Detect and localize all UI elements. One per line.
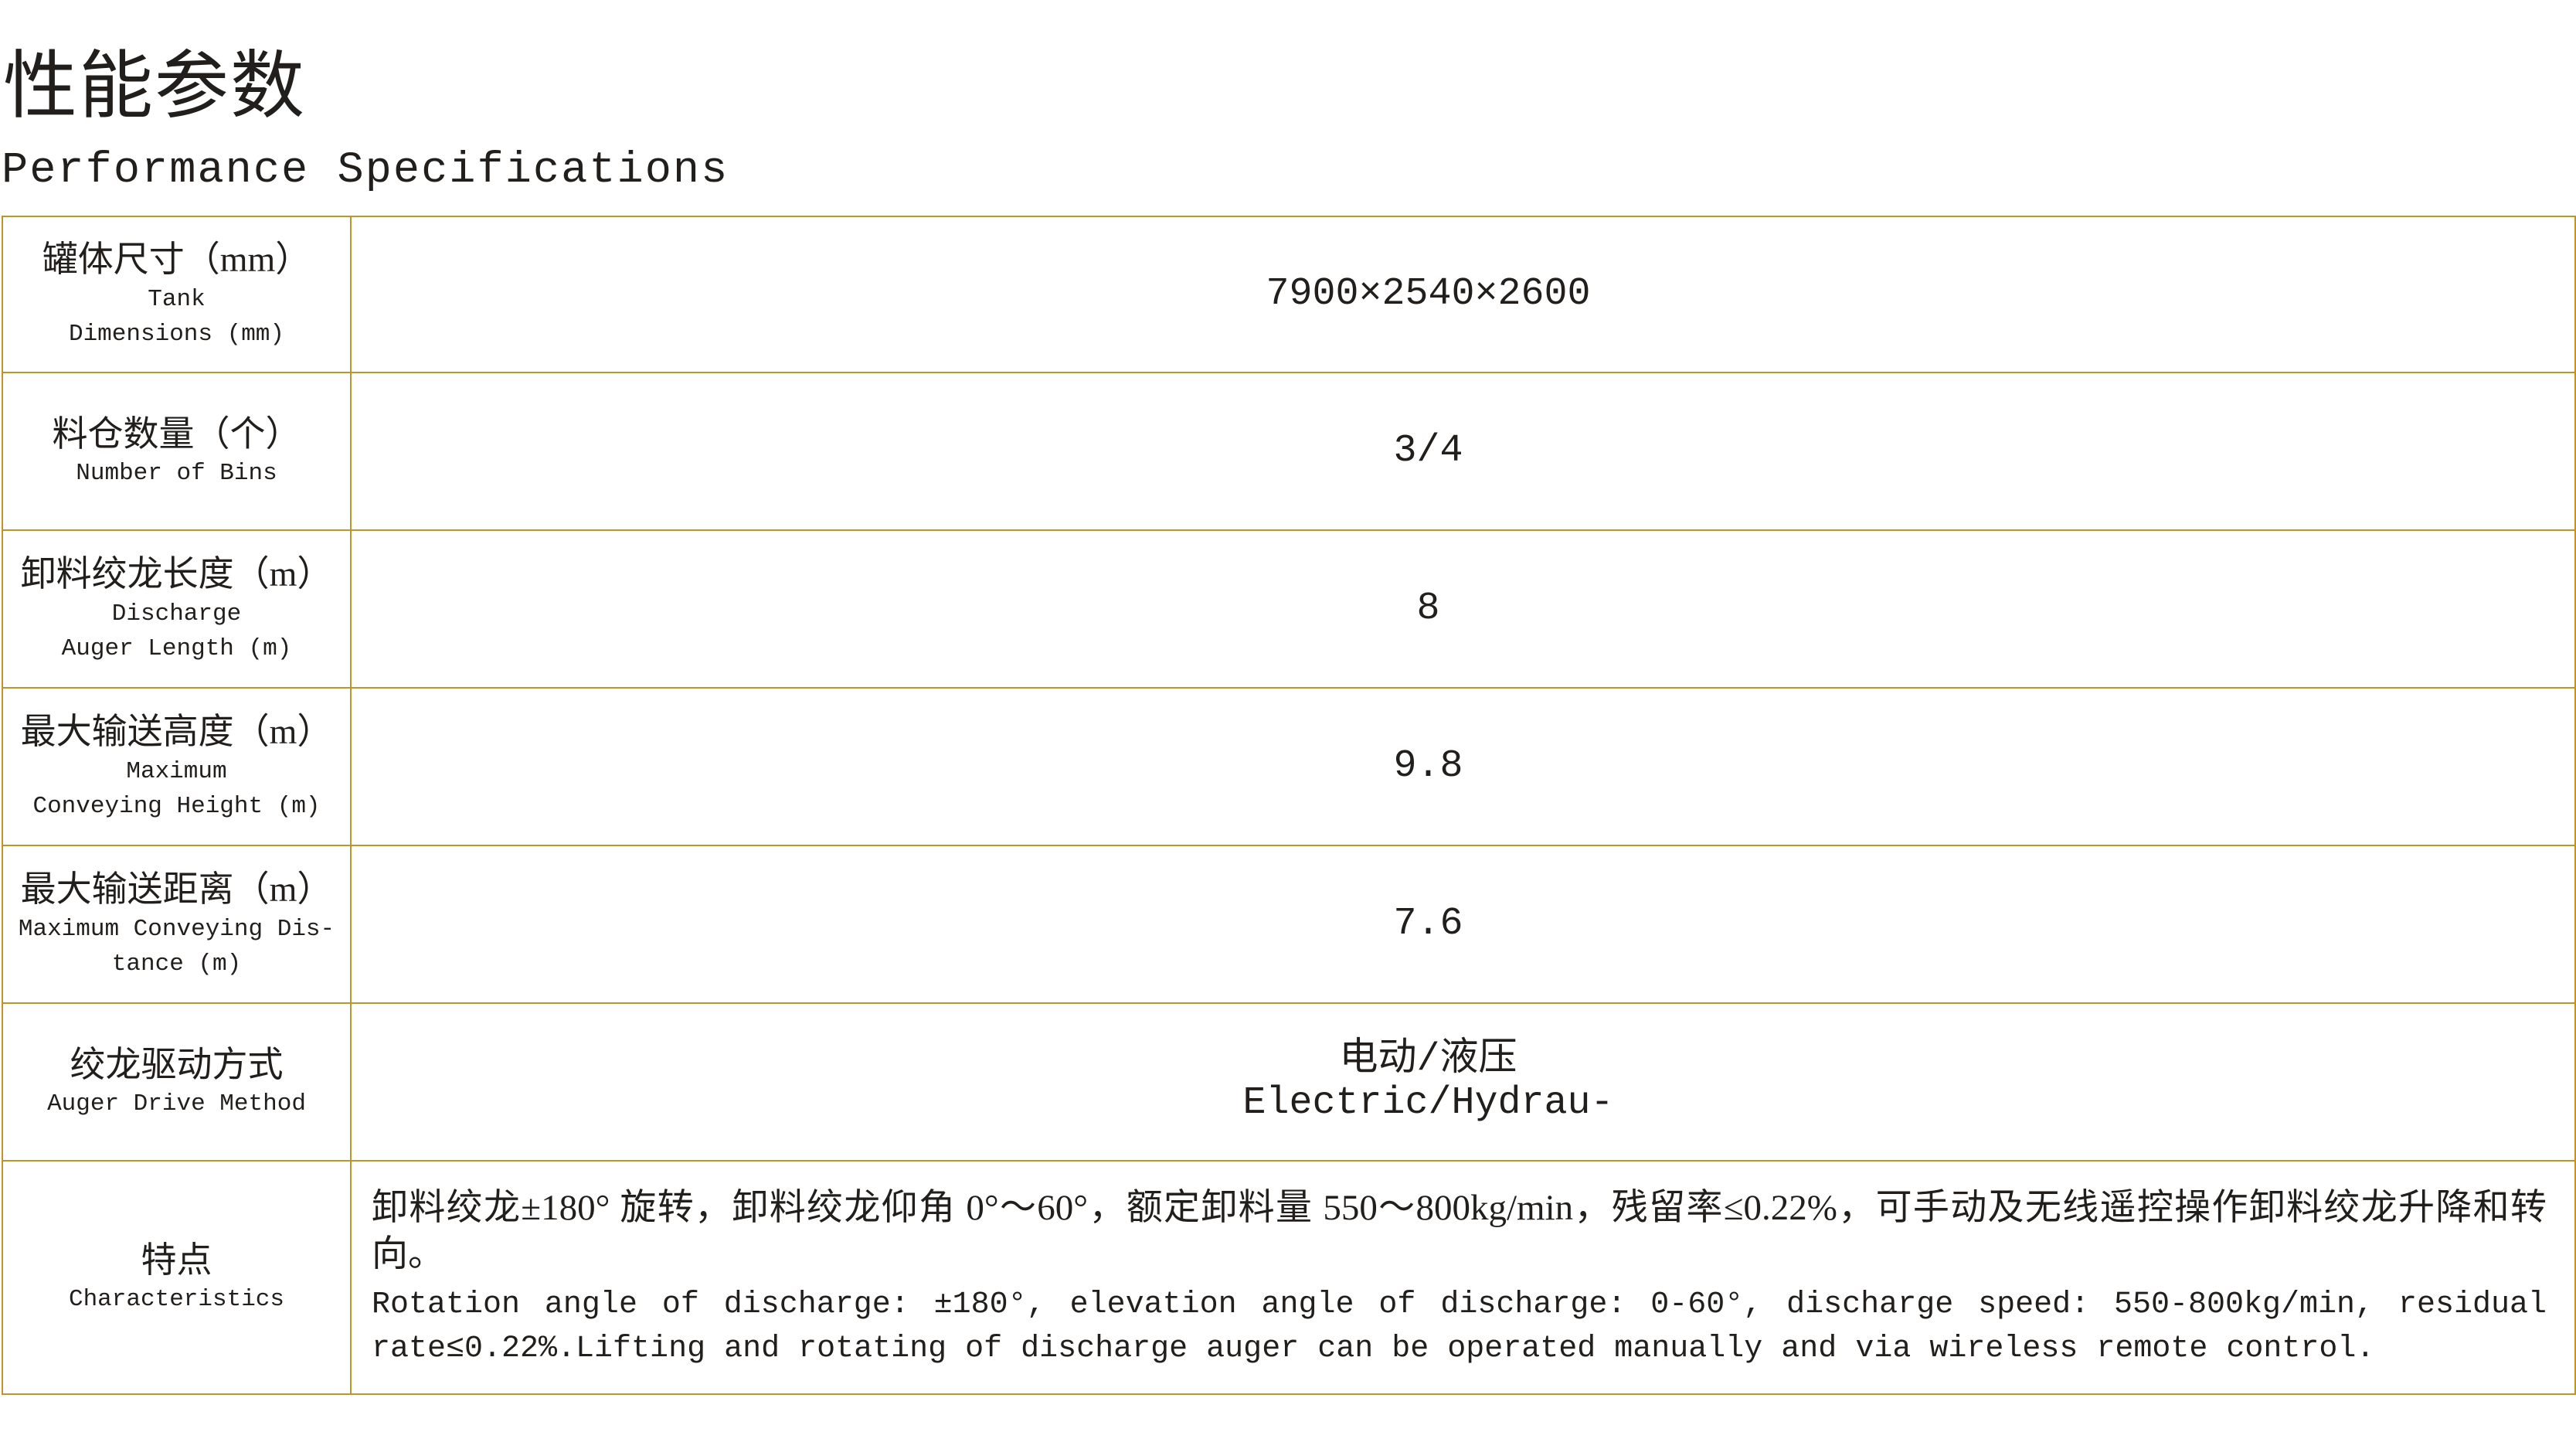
row-label-cjk: 罐体尺寸（mm） xyxy=(42,240,311,280)
row-value: 电动/液压 Electric/Hydrau- xyxy=(1242,1038,1614,1125)
table-row-characteristics: 特点 Characteristics 卸料绞龙±180° 旋转，卸料绞龙仰角 0… xyxy=(3,1160,2574,1393)
characteristics-text-cjk: 卸料绞龙±180° 旋转，卸料绞龙仰角 0°～60°，额定卸料量 550～800… xyxy=(372,1188,2547,1275)
row-label-cell: 最大输送距离（m） Maximum Conveying Dis- tance (… xyxy=(3,846,352,1002)
page-subtitle: Performance Specifications xyxy=(2,146,729,196)
row-label-cell: 绞龙驱动方式 Auger Drive Method xyxy=(3,1004,352,1160)
row-label-cjk: 最大输送距离（m） xyxy=(20,869,333,910)
row-value-cell: 3/4 xyxy=(352,373,2574,529)
table-row-max-conveying-distance: 最大输送距离（m） Maximum Conveying Dis- tance (… xyxy=(3,845,2574,1002)
row-value-cell: 电动/液压 Electric/Hydrau- xyxy=(352,1004,2574,1160)
row-value: 9.8 xyxy=(1393,744,1463,788)
row-label-cjk: 绞龙驱动方式 xyxy=(70,1044,284,1084)
row-label-en: Characteristics xyxy=(68,1286,285,1314)
row-label-cell: 特点 Characteristics xyxy=(3,1162,352,1393)
characteristics-text-en: Rotation angle of discharge: ±180°, elev… xyxy=(372,1287,2547,1367)
row-label-cell: 卸料绞龙长度（m） Discharge Auger Length (m) xyxy=(3,531,352,687)
row-label-en: Discharge Auger Length (m) xyxy=(61,600,292,662)
row-value-cell: 8 xyxy=(352,531,2574,687)
row-label-cell: 料仓数量（个） Number of Bins xyxy=(3,373,352,529)
table-row-discharge-auger-length: 卸料绞龙长度（m） Discharge Auger Length (m) 8 xyxy=(3,529,2574,687)
table-row-number-of-bins: 料仓数量（个） Number of Bins 3/4 xyxy=(3,372,2574,529)
row-value-cell: 9.8 xyxy=(352,689,2574,845)
row-label-cell: 罐体尺寸（mm） Tank Dimensions (mm) xyxy=(3,217,352,372)
row-value-cell: 7900×2540×2600 xyxy=(352,217,2574,372)
table-row-max-conveying-height: 最大输送高度（m） Maximum Conveying Height (m) 9… xyxy=(3,687,2574,845)
row-value: 7900×2540×2600 xyxy=(1266,272,1591,316)
row-label-cjk: 最大输送高度（m） xyxy=(20,712,333,752)
characteristics-value-cell: 卸料绞龙±180° 旋转，卸料绞龙仰角 0°～60°，额定卸料量 550～800… xyxy=(352,1162,2574,1393)
row-label-en: Auger Drive Method xyxy=(47,1090,306,1118)
row-value: 7.6 xyxy=(1393,902,1463,946)
row-value: 8 xyxy=(1416,587,1440,631)
row-label-cjk: 料仓数量（个） xyxy=(52,413,301,454)
row-label-en: Number of Bins xyxy=(76,460,277,488)
table-row-auger-drive-method: 绞龙驱动方式 Auger Drive Method 电动/液压 Electric… xyxy=(3,1002,2574,1160)
table-row-tank-dimensions: 罐体尺寸（mm） Tank Dimensions (mm) 7900×2540×… xyxy=(3,217,2574,372)
row-value-cell: 7.6 xyxy=(352,846,2574,1002)
row-label-cell: 最大输送高度（m） Maximum Conveying Height (m) xyxy=(3,689,352,845)
row-label-en: Maximum Conveying Height (m) xyxy=(32,757,321,820)
row-label-en: Tank Dimensions (mm) xyxy=(68,285,285,348)
row-label-en: Maximum Conveying Dis- tance (m) xyxy=(18,915,335,978)
row-value: 3/4 xyxy=(1393,429,1463,473)
row-label-cjk: 特点 xyxy=(141,1240,212,1280)
row-label-cjk: 卸料绞龙长度（m） xyxy=(20,554,333,594)
page-title: 性能参数 xyxy=(3,45,306,128)
performance-specifications-table: 罐体尺寸（mm） Tank Dimensions (mm) 7900×2540×… xyxy=(2,216,2576,1395)
